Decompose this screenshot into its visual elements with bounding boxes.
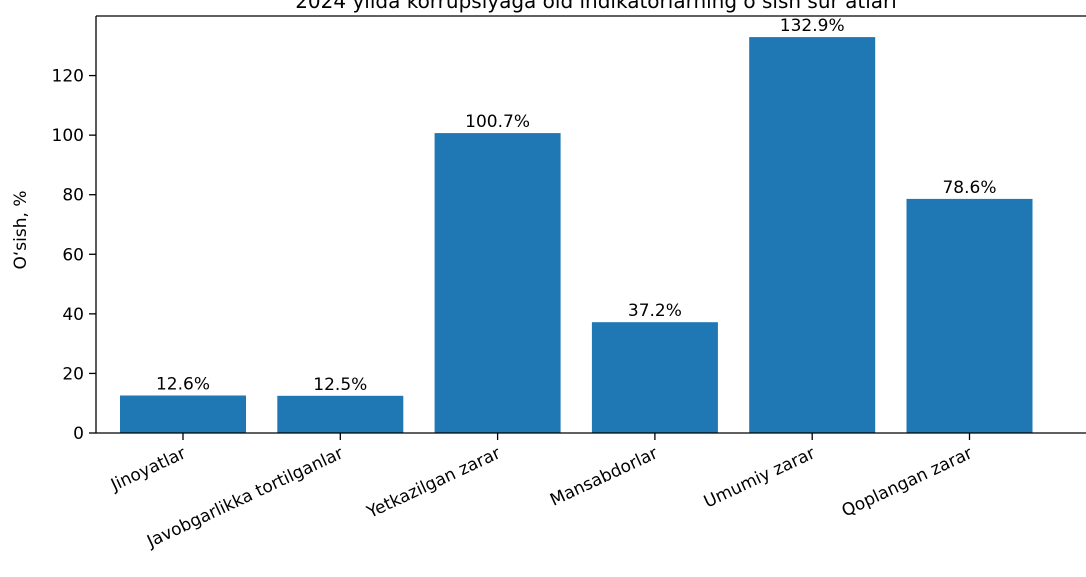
x-tick-label: Mansabdorlar bbox=[547, 443, 661, 510]
x-tick-label: Jinoyatlar bbox=[107, 443, 189, 495]
data-label: 37.2% bbox=[628, 301, 682, 321]
bar-jinoyatlar bbox=[120, 395, 246, 433]
data-label: 12.5% bbox=[313, 375, 367, 395]
y-axis: 0 20 40 60 80 100 120 bbox=[52, 67, 96, 444]
chart-title: 2024 yilda korrupsiyaga oid indikatorlar… bbox=[295, 0, 897, 13]
data-label: 132.9% bbox=[780, 16, 845, 36]
y-tick-label: 0 bbox=[73, 424, 84, 444]
bar-mansabdorlar bbox=[591, 322, 718, 433]
bars-layer bbox=[120, 37, 1033, 433]
x-tick-label: Umumiy zarar bbox=[701, 443, 818, 512]
y-axis-label: O‘sish, % bbox=[11, 191, 31, 270]
y-tick-label: 20 bbox=[62, 364, 84, 384]
x-tick-label: Qoplangan zarar bbox=[839, 443, 976, 521]
data-label: 78.6% bbox=[942, 178, 996, 198]
data-labels-layer: 12.6% 12.5% 100.7% 37.2% 132.9% 78.6% bbox=[156, 16, 997, 395]
bar-qoplangan-zarar bbox=[906, 198, 1033, 433]
bar-yetkazilgan-zarar bbox=[434, 133, 561, 433]
y-tick-label: 80 bbox=[62, 186, 84, 206]
y-tick-label: 120 bbox=[52, 67, 84, 87]
bar-umumiy-zarar bbox=[749, 37, 876, 433]
y-tick-label: 40 bbox=[62, 305, 84, 325]
y-tick-label: 100 bbox=[52, 126, 84, 146]
bar-javobgarlikka-tortilganlar bbox=[277, 395, 404, 433]
y-tick-label: 60 bbox=[62, 245, 84, 265]
data-label: 100.7% bbox=[465, 112, 530, 132]
axes-frame bbox=[95, 15, 1086, 434]
data-label: 12.6% bbox=[156, 375, 210, 395]
x-tick-label: Yetkazilgan zarar bbox=[363, 443, 504, 523]
